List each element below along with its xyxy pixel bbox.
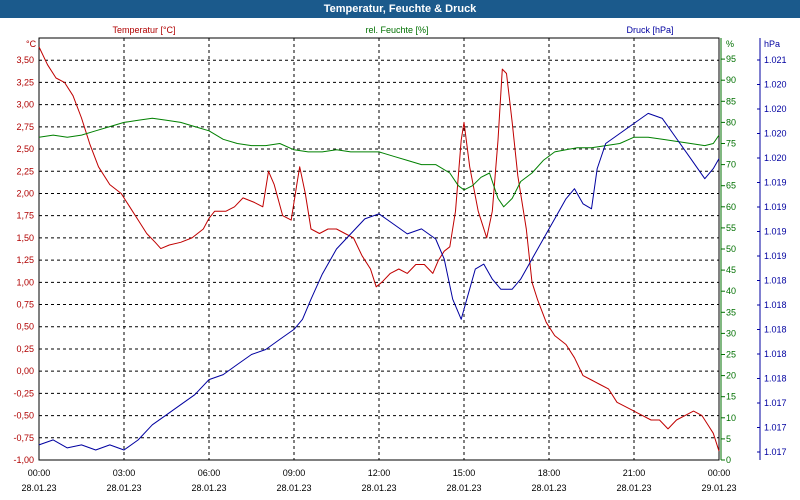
humidity-tick-label: 5 bbox=[726, 434, 731, 444]
series-line-temperature bbox=[38, 46, 720, 452]
pressure-tick-label: 1.018 bbox=[764, 374, 787, 384]
pressure-tick-label: 1.017 bbox=[764, 447, 787, 457]
humidity-tick-label: 45 bbox=[726, 265, 736, 275]
temperature-tick-label: -1,00 bbox=[13, 455, 34, 465]
humidity-tick-label: 65 bbox=[726, 181, 736, 191]
temperature-tick-label: 1,25 bbox=[16, 255, 34, 265]
x-tick-date: 28.01.23 bbox=[106, 483, 141, 493]
temperature-tick-label: 1,50 bbox=[16, 233, 34, 243]
x-tick-date: 28.01.23 bbox=[446, 483, 481, 493]
humidity-tick-label: 40 bbox=[726, 286, 736, 296]
humidity-tick-label: 0 bbox=[726, 455, 731, 465]
humidity-tick-label: 60 bbox=[726, 202, 736, 212]
x-tick-date: 28.01.23 bbox=[191, 483, 226, 493]
temperature-tick-label: 1,00 bbox=[16, 277, 34, 287]
x-tick-time: 21:00 bbox=[623, 468, 646, 478]
pressure-tick-label: 1.019 bbox=[764, 251, 787, 261]
temperature-tick-label: -0,75 bbox=[13, 433, 34, 443]
x-tick-date: 28.01.23 bbox=[531, 483, 566, 493]
pressure-tick-label: 1.018 bbox=[764, 300, 787, 310]
x-tick-time: 03:00 bbox=[113, 468, 136, 478]
temperature-tick-label: 0,50 bbox=[16, 322, 34, 332]
pressure-tick-label: 1.017 bbox=[764, 423, 787, 433]
x-tick-date: 28.01.23 bbox=[361, 483, 396, 493]
temperature-tick-label: 2,50 bbox=[16, 144, 34, 154]
x-tick-date: 28.01.23 bbox=[21, 483, 56, 493]
humidity-tick-label: 30 bbox=[726, 328, 736, 338]
x-tick-date: 28.01.23 bbox=[616, 483, 651, 493]
temperature-tick-label: 3,00 bbox=[16, 100, 34, 110]
humidity-tick-label: 15 bbox=[726, 392, 736, 402]
temperature-unit: °C bbox=[26, 39, 37, 49]
temperature-tick-label: 0,75 bbox=[16, 300, 34, 310]
pressure-tick-label: 1.019 bbox=[764, 227, 787, 237]
humidity-tick-label: 70 bbox=[726, 160, 736, 170]
x-tick-date: 28.01.23 bbox=[276, 483, 311, 493]
humidity-axis-title: rel. Feuchte [%] bbox=[365, 25, 428, 35]
humidity-tick-label: 50 bbox=[726, 244, 736, 254]
x-tick-time: 06:00 bbox=[198, 468, 221, 478]
pressure-tick-label: 1.020 bbox=[764, 104, 787, 114]
x-tick-time: 00:00 bbox=[708, 468, 731, 478]
x-tick-time: 12:00 bbox=[368, 468, 391, 478]
pressure-tick-label: 1.017 bbox=[764, 398, 787, 408]
temperature-tick-label: -0,50 bbox=[13, 411, 34, 421]
humidity-tick-label: 80 bbox=[726, 117, 736, 127]
pressure-tick-label: 1.019 bbox=[764, 178, 787, 188]
temperature-tick-label: 3,50 bbox=[16, 55, 34, 65]
pressure-tick-label: 1.019 bbox=[764, 202, 787, 212]
humidity-tick-label: 85 bbox=[726, 96, 736, 106]
humidity-tick-label: 20 bbox=[726, 371, 736, 381]
series-line-humidity bbox=[38, 117, 720, 208]
pressure-axis-title: Druck [hPa] bbox=[626, 25, 673, 35]
x-tick-time: 15:00 bbox=[453, 468, 476, 478]
pressure-tick-label: 1.021 bbox=[764, 55, 787, 65]
humidity-tick-label: 10 bbox=[726, 413, 736, 423]
pressure-tick-label: 1.020 bbox=[764, 153, 787, 163]
x-tick-date: 29.01.23 bbox=[701, 483, 736, 493]
pressure-tick-label: 1.018 bbox=[764, 349, 787, 359]
series-line-pressure bbox=[38, 112, 720, 451]
humidity-unit: % bbox=[726, 39, 734, 49]
x-tick-time: 00:00 bbox=[28, 468, 51, 478]
pressure-tick-label: 1.018 bbox=[764, 276, 787, 286]
temperature-axis-title: Temperatur [°C] bbox=[112, 25, 175, 35]
temperature-tick-label: 2,00 bbox=[16, 188, 34, 198]
humidity-tick-label: 95 bbox=[726, 54, 736, 64]
x-tick-time: 09:00 bbox=[283, 468, 306, 478]
humidity-tick-label: 90 bbox=[726, 75, 736, 85]
temperature-tick-label: 3,25 bbox=[16, 77, 34, 87]
temperature-tick-label: 0,25 bbox=[16, 344, 34, 354]
humidity-tick-label: 55 bbox=[726, 223, 736, 233]
pressure-tick-label: 1.020 bbox=[764, 129, 787, 139]
chart-title: Temperatur, Feuchte & Druck bbox=[0, 0, 800, 18]
pressure-tick-label: 1.018 bbox=[764, 325, 787, 335]
temperature-tick-label: 2,25 bbox=[16, 166, 34, 176]
humidity-tick-label: 25 bbox=[726, 350, 736, 360]
temperature-tick-label: 2,75 bbox=[16, 122, 34, 132]
temperature-tick-label: 0,00 bbox=[16, 366, 34, 376]
pressure-tick-label: 1.020 bbox=[764, 80, 787, 90]
humidity-tick-label: 35 bbox=[726, 307, 736, 317]
pressure-unit: hPa bbox=[764, 39, 780, 49]
temperature-tick-label: 1,75 bbox=[16, 211, 34, 221]
x-tick-time: 18:00 bbox=[538, 468, 561, 478]
temperature-tick-label: -0,25 bbox=[13, 388, 34, 398]
humidity-tick-label: 75 bbox=[726, 139, 736, 149]
